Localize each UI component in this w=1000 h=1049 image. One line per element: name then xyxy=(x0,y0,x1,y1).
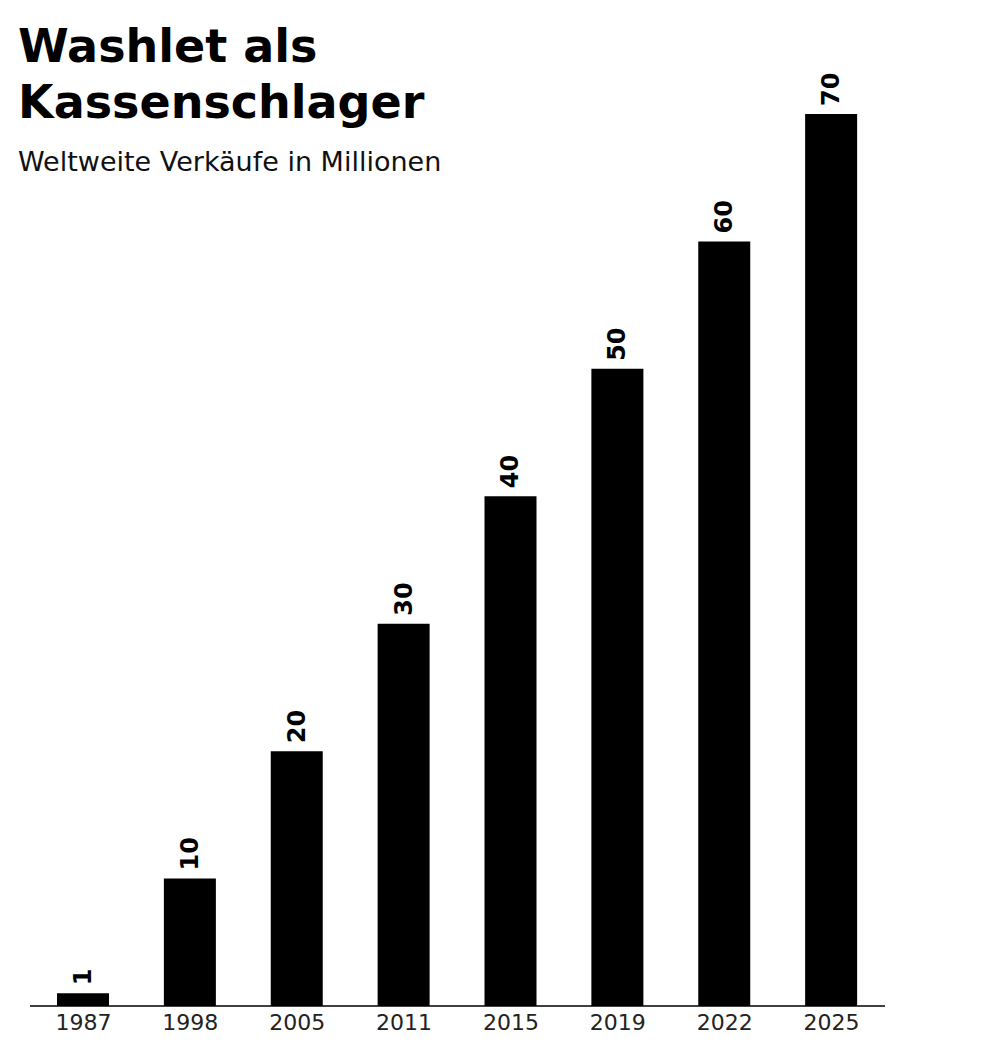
svg-text:60: 60 xyxy=(710,200,738,233)
svg-text:2019: 2019 xyxy=(590,1010,646,1035)
svg-text:30: 30 xyxy=(390,582,418,615)
svg-text:40: 40 xyxy=(497,455,525,488)
svg-text:2015: 2015 xyxy=(483,1010,539,1035)
svg-text:10: 10 xyxy=(176,837,204,870)
svg-text:2011: 2011 xyxy=(376,1010,432,1035)
svg-text:50: 50 xyxy=(603,327,631,360)
svg-text:20: 20 xyxy=(283,710,311,743)
svg-text:1: 1 xyxy=(69,969,97,986)
svg-text:2005: 2005 xyxy=(269,1010,325,1035)
svg-text:2025: 2025 xyxy=(804,1010,860,1035)
html-text:Weltweite Verkäufe in Millione: Weltweite Verkäufe in Millionen xyxy=(18,146,442,177)
svg-text:1987: 1987 xyxy=(55,1010,111,1035)
html-text:Washlet als Kassenschlager: Washlet als Kassenschlager xyxy=(18,19,425,129)
svg-text:70: 70 xyxy=(817,73,845,106)
svg-text:1998: 1998 xyxy=(162,1010,218,1035)
svg-text:2022: 2022 xyxy=(697,1010,753,1035)
